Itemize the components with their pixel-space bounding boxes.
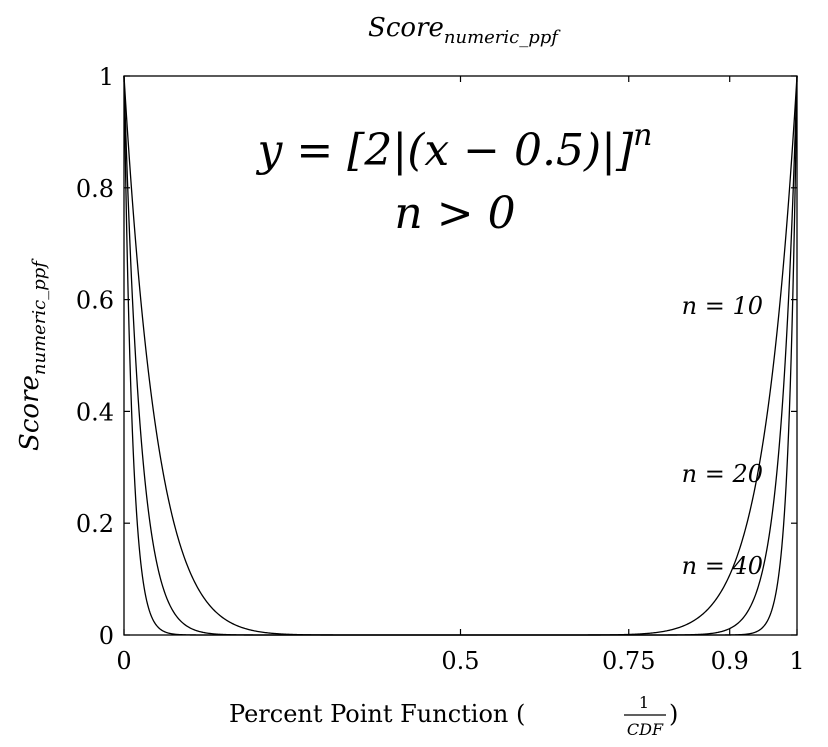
series-label: n = 10: [682, 292, 763, 320]
x-axis-label-fraction-num: 1: [639, 693, 649, 712]
y-axis-label: Scorenumeric_ppf: [15, 258, 50, 451]
formula-line1-text: y = [2|(x − 0.5)|]: [256, 125, 634, 176]
axis-tick-labels: 0 0.5 0.75 0.9 1 0 0.2 0.4 0.6 0.8 1: [76, 63, 805, 675]
x-tick-label: 0.9: [711, 647, 749, 675]
chart-title-sub: numeric_ppf: [444, 27, 561, 48]
series-labels: n = 10 n = 20 n = 40: [682, 292, 763, 580]
x-axis-label: Percent Point Function ( 1 CDF ): [229, 693, 678, 739]
y-tick-label: 0: [99, 622, 114, 650]
y-axis-label-sub: numeric_ppf: [29, 258, 50, 375]
formula-line1-exp: n: [633, 118, 652, 153]
x-axis-label-close: ): [669, 700, 678, 728]
x-tick-label: 0.75: [602, 647, 655, 675]
y-tick-label: 0.8: [76, 175, 114, 203]
series-label: n = 40: [682, 552, 763, 580]
y-tick-label: 0.6: [76, 287, 114, 315]
formula-annotation: y = [2|(x − 0.5)|]n n > 0: [256, 118, 653, 239]
series-curves: [123, 75, 798, 636]
y-tick-label: 0.2: [76, 510, 114, 538]
y-tick-label: 0.4: [76, 398, 114, 426]
x-tick-label: 0: [116, 647, 131, 675]
x-axis-label-main: Percent Point Function (: [229, 700, 525, 728]
axis-ticks: [123, 75, 798, 636]
formula-line1: y = [2|(x − 0.5)|]n: [256, 118, 653, 176]
y-tick-label: 1: [99, 63, 114, 91]
x-axis-label-text: Percent Point Function (: [229, 700, 525, 728]
x-tick-label: 0.5: [441, 647, 479, 675]
series-line: [123, 75, 798, 636]
series-label: n = 20: [682, 460, 763, 488]
formula-line2: n > 0: [394, 188, 515, 239]
chart-title: Scorenumeric_ppf: [368, 13, 561, 48]
y-axis-label-base: Score: [15, 375, 45, 451]
x-axis-label-fraction-den: CDF: [627, 720, 664, 739]
x-tick-label: 1: [789, 647, 804, 675]
chart-title-base: Score: [368, 13, 444, 43]
